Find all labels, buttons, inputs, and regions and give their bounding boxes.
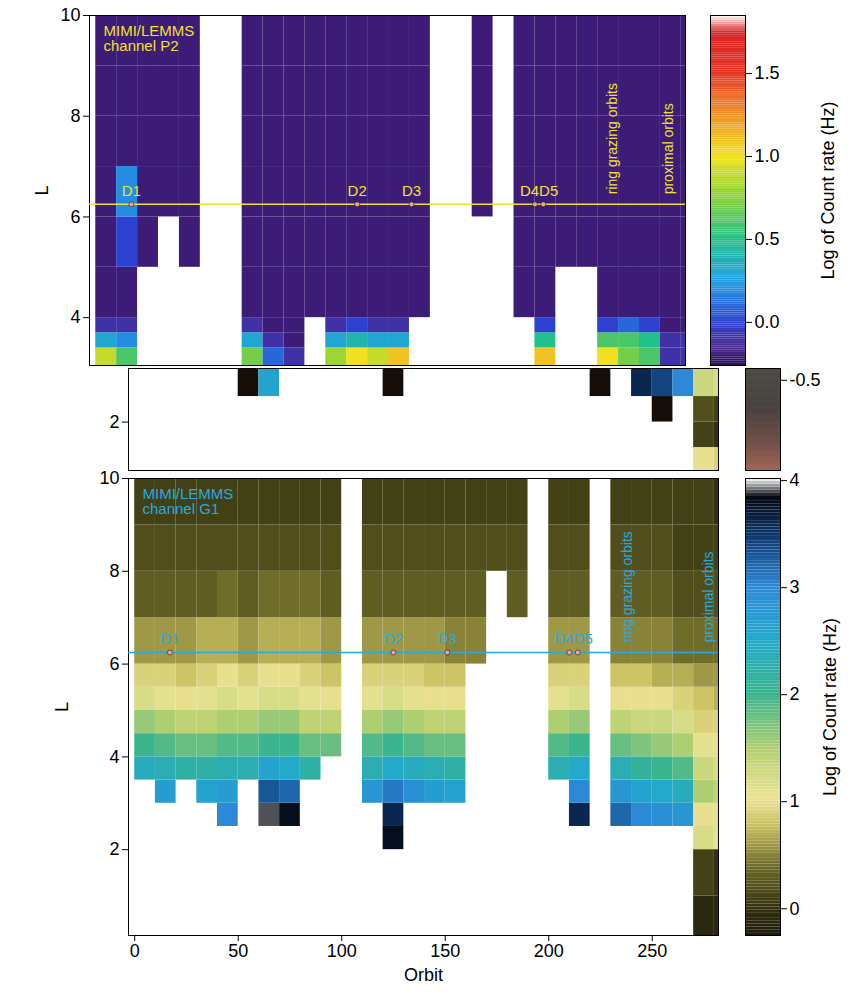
svg-text:Log of Count rate (Hz): Log of Count rate (Hz) — [818, 101, 838, 279]
svg-text:MIMI/LEMMSchannel P2: MIMI/LEMMSchannel P2 — [104, 22, 195, 54]
svg-text:100: 100 — [327, 941, 357, 961]
svg-text:4: 4 — [70, 307, 80, 327]
svg-text:2: 2 — [109, 839, 119, 859]
svg-text:ring grazing orbits: ring grazing orbits — [604, 83, 620, 194]
svg-text:L: L — [32, 185, 52, 195]
svg-text:6: 6 — [109, 654, 119, 674]
svg-text:8: 8 — [70, 106, 80, 126]
svg-text:-0.5: -0.5 — [790, 370, 821, 390]
svg-text:1.0: 1.0 — [755, 146, 780, 166]
svg-text:2: 2 — [109, 412, 119, 432]
svg-text:D3: D3 — [402, 182, 421, 199]
svg-text:1.5: 1.5 — [755, 63, 780, 83]
svg-text:10: 10 — [99, 468, 119, 488]
svg-text:4: 4 — [109, 747, 119, 767]
svg-text:0.0: 0.0 — [755, 312, 780, 332]
svg-text:proximal orbits: proximal orbits — [660, 103, 676, 194]
svg-text:0.5: 0.5 — [755, 229, 780, 249]
svg-text:D4D5: D4D5 — [520, 182, 558, 199]
svg-text:1: 1 — [790, 791, 800, 811]
svg-text:D2: D2 — [348, 182, 367, 199]
svg-text:2: 2 — [790, 684, 800, 704]
svg-text:6: 6 — [70, 207, 80, 227]
svg-text:D4D5: D4D5 — [554, 630, 592, 647]
svg-text:0: 0 — [790, 899, 800, 919]
svg-text:250: 250 — [637, 941, 667, 961]
svg-text:10: 10 — [60, 5, 80, 25]
svg-text:L: L — [52, 702, 72, 712]
svg-text:Orbit: Orbit — [404, 965, 443, 985]
svg-text:8: 8 — [109, 561, 119, 581]
svg-text:D1: D1 — [160, 630, 179, 647]
svg-text:proximal orbits: proximal orbits — [700, 551, 716, 642]
svg-text:ring grazing orbits: ring grazing orbits — [619, 531, 635, 642]
svg-text:200: 200 — [534, 941, 564, 961]
svg-text:4: 4 — [790, 470, 800, 490]
svg-text:MIMI/LEMMSchannel G1: MIMI/LEMMSchannel G1 — [143, 485, 234, 517]
svg-text:3: 3 — [790, 577, 800, 597]
svg-text:D3: D3 — [438, 630, 457, 647]
svg-text:150: 150 — [430, 941, 460, 961]
svg-text:D1: D1 — [122, 182, 141, 199]
svg-text:0: 0 — [130, 941, 140, 961]
svg-text:D2: D2 — [384, 630, 403, 647]
svg-text:50: 50 — [228, 941, 248, 961]
svg-text:Log of Count rate (Hz): Log of Count rate (Hz) — [820, 618, 840, 796]
